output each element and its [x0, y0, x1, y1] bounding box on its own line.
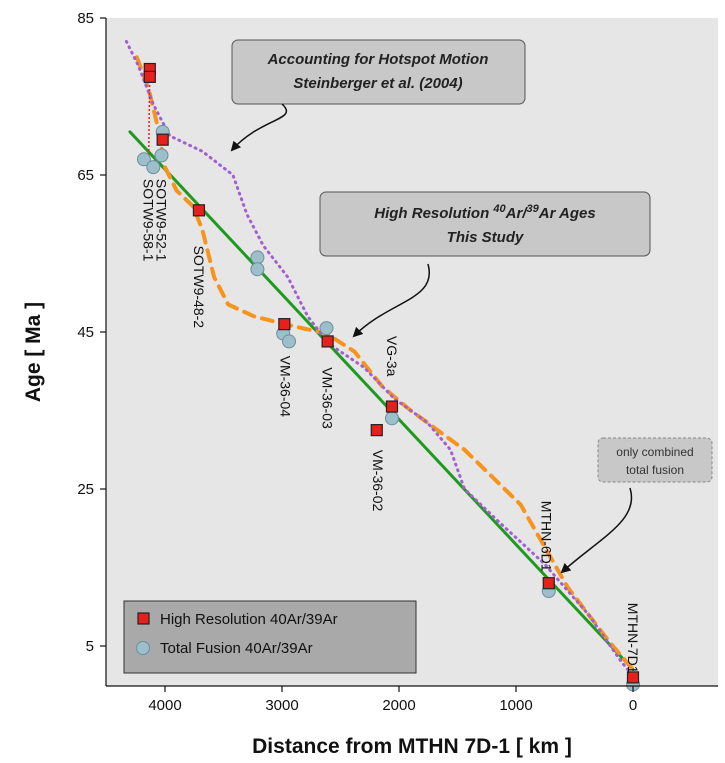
- y-tick-label: 65: [77, 167, 94, 184]
- high-res-point: [321, 335, 334, 348]
- x-tick-label: 4000: [148, 697, 181, 714]
- callout-hotspot-line1: Accounting for Hotspot Motion: [267, 51, 489, 68]
- legend-marker-total-fusion: [136, 641, 150, 655]
- total-fusion-point: [146, 160, 161, 175]
- total-fusion-point: [136, 152, 151, 167]
- total-fusion-point: [384, 411, 399, 426]
- sample-label: VG-3a: [384, 336, 400, 377]
- x-ticks: 4000 3000 2000 1000 0: [148, 686, 637, 714]
- callout-hotspot-arrow: [230, 103, 288, 152]
- total-fusion-point: [154, 148, 169, 163]
- x-tick-label: 3000: [265, 697, 298, 714]
- high-res-point: [626, 671, 640, 684]
- callout-hotspot-line2: Steinberger et al. (2004): [293, 75, 462, 92]
- callout-highres-arrow: [352, 263, 431, 338]
- sample-label: VM-36-02: [370, 450, 386, 512]
- legend: High Resolution 40Ar/39Ar Total Fusion 4…: [123, 600, 417, 674]
- legend-label-high-res: High Resolution 40Ar/39Ar: [160, 611, 338, 628]
- legend-box: [123, 600, 417, 674]
- high-res-point: [385, 400, 399, 413]
- sample-label: MTHN-6D1: [538, 501, 554, 572]
- x-tick-label: 1000: [499, 697, 532, 714]
- high-res-point: [542, 577, 555, 590]
- x-tick-label: 0: [629, 697, 637, 714]
- high-res-point: [192, 204, 206, 217]
- y-ticks: 5 25 45 65 85: [77, 10, 106, 655]
- x-tick-label: 2000: [382, 697, 415, 714]
- callout-highres: High Resolution 40Ar/39Ar Ages This Stud…: [319, 191, 651, 338]
- callout-highres-part3: Ar Ages: [538, 205, 596, 222]
- legend-marker-high-res: [137, 612, 150, 625]
- callout-highres-line1: High Resolution 40Ar/39Ar Ages: [374, 203, 595, 222]
- sample-label: VM-36-03: [320, 367, 336, 429]
- y-tick-label: 5: [86, 638, 94, 655]
- high-res-point: [278, 318, 291, 331]
- callout-highres-part1: High Resolution: [374, 205, 493, 222]
- x-axis-title: Distance from MTHN 7D-1 [ km ]: [252, 735, 572, 758]
- callout-fusion-line1: only combined: [616, 445, 693, 459]
- high-res-point: [370, 424, 383, 437]
- total-fusion-point: [282, 334, 297, 349]
- high-res-point: [143, 70, 156, 83]
- high-res-point: [156, 133, 169, 146]
- plot-area: [106, 18, 718, 686]
- sample-label: MTHN-7D1: [625, 603, 641, 674]
- total-fusion-point: [250, 250, 265, 265]
- callout-highres-part2: Ar/: [505, 205, 529, 222]
- callout-fusion: only combined total fusion: [560, 437, 713, 574]
- y-tick-label: 85: [77, 10, 94, 27]
- sample-label: VM-36-04: [278, 356, 294, 418]
- callout-fusion-line2: total fusion: [626, 463, 684, 477]
- callout-highres-sup40: 40: [492, 203, 506, 215]
- callout-hotspot: Accounting for Hotspot Motion Steinberge…: [230, 39, 526, 152]
- y-tick-label: 45: [77, 324, 94, 341]
- axes: [105, 18, 718, 687]
- callout-hotspot-box: [231, 39, 526, 105]
- legend-label-total-fusion: Total Fusion 40Ar/39Ar: [160, 640, 313, 657]
- total-fusion-point: [319, 321, 334, 336]
- callout-fusion-box: [597, 437, 713, 483]
- callout-highres-line2: This Study: [447, 229, 524, 246]
- sample-label: SOTW9-48-2: [191, 246, 207, 329]
- trend-line-high-resolution-trend: [134, 55, 635, 672]
- sample-label: SOTW9-58-1: [141, 179, 157, 262]
- callout-highres-sup39: 39: [527, 203, 540, 215]
- sample-label: SOTW9-52-1: [154, 179, 170, 262]
- total-fusion-point: [250, 262, 265, 277]
- callout-highres-box: [319, 191, 651, 257]
- y-axis-title: Age [ Ma ]: [22, 302, 45, 402]
- y-tick-label: 25: [77, 481, 94, 498]
- callout-fusion-arrow: [560, 487, 633, 574]
